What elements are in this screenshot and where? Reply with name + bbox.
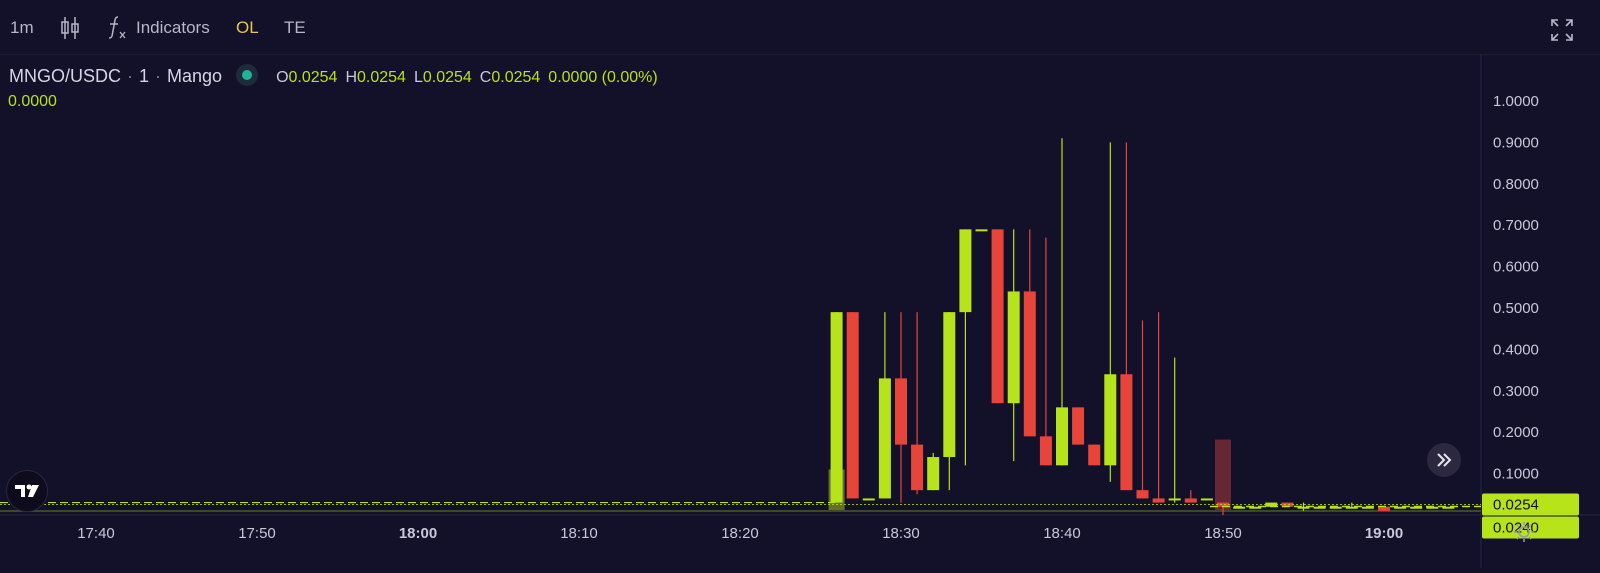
price-tick-7: 0.3000 — [1493, 383, 1539, 400]
candle-body-24 — [1217, 502, 1229, 507]
te-button[interactable]: TE — [284, 18, 306, 37]
time-tick-2: 18:00 — [399, 525, 437, 542]
time-tick-6: 18:40 — [1043, 525, 1081, 542]
candle-body-4 — [895, 378, 907, 445]
time-tick-8: 19:00 — [1365, 525, 1403, 542]
top-toolbar: 1m Indicators OL TE — [0, 0, 1600, 55]
close-key: C — [479, 69, 492, 86]
candle-body-16 — [1088, 444, 1101, 466]
price-tick-3: 0.7000 — [1493, 217, 1539, 234]
candle-body-33 — [1361, 506, 1374, 509]
time-tick-5: 18:30 — [882, 525, 920, 542]
candle-body-23 — [1200, 498, 1213, 501]
fullscreen-icon[interactable] — [1550, 18, 1574, 42]
legend-interval: 1 — [139, 66, 150, 86]
double-chevron-right-icon — [1437, 453, 1452, 467]
open-value: 0.0254 — [288, 69, 338, 86]
candle-body-17 — [1104, 374, 1117, 466]
price-tick-0: 1.0000 — [1493, 93, 1539, 110]
candlestick-icon[interactable] — [60, 16, 80, 45]
price-tick-2: 0.8000 — [1493, 176, 1539, 193]
candle-body-30 — [1313, 506, 1326, 509]
candle-body-15 — [1072, 407, 1085, 445]
candle-body-6 — [927, 457, 940, 491]
candle-body-7 — [943, 312, 956, 458]
interval-button[interactable]: 1m — [10, 18, 34, 37]
candle-body-5 — [911, 444, 924, 491]
candle-body-12 — [1023, 291, 1036, 437]
volume-value: 0.0000 — [8, 93, 57, 110]
last-price-badge — [1482, 493, 1579, 516]
time-tick-7: 18:50 — [1204, 525, 1242, 542]
candle-body-18 — [1120, 374, 1133, 491]
candle-body-20 — [1152, 498, 1165, 503]
time-tick-3: 18:10 — [560, 525, 598, 542]
candle-body-3 — [878, 378, 891, 499]
settings-icon[interactable] — [1512, 520, 1536, 544]
candle-body-9 — [975, 229, 988, 232]
candle-body-19 — [1136, 490, 1149, 499]
volume-bar-1 — [1215, 439, 1231, 512]
candle-body-32 — [1345, 506, 1358, 509]
price-tick-8: 0.2000 — [1493, 424, 1539, 441]
candle-body-1 — [846, 312, 859, 499]
market-status-icon — [236, 64, 259, 86]
chart-area[interactable]: 1.0000 0.9000 0.8000 0.7000 0.6000 0.5000 0.40… — [0, 54, 1600, 568]
candle-body-22 — [1184, 498, 1197, 503]
time-tick-0: 17:40 — [77, 525, 115, 542]
tradingview-logo-icon[interactable] — [6, 470, 48, 512]
time-tick-1: 17:50 — [238, 525, 276, 542]
second-price-badge — [1482, 516, 1579, 539]
candle-body-37 — [1426, 506, 1439, 509]
price-tick-1: 0.9000 — [1493, 134, 1539, 151]
time-tick-4: 18:20 — [721, 525, 759, 542]
change-value: 0.0000 (0.00%) — [548, 69, 658, 86]
candle-body-2 — [862, 498, 875, 501]
indicators-button[interactable]: Indicators — [136, 18, 210, 37]
second-price-label: 0.0240 — [1493, 519, 1539, 536]
candle-body-36 — [1410, 506, 1423, 509]
candle-body-34 — [1378, 506, 1390, 511]
candle-body-8 — [959, 229, 972, 313]
candle-body-27 — [1265, 502, 1278, 507]
low-key: L — [413, 69, 423, 86]
symbol-legend: MNGO/USDC · 1 · Mango O0.0254 H0.0254 L0.0254 C0… — [9, 64, 658, 86]
candle-body-26 — [1249, 506, 1262, 509]
price-tick-6: 0.4000 — [1493, 341, 1539, 358]
last-price-label: 0.0254 — [1493, 496, 1539, 513]
price-tick-5: 0.5000 — [1493, 300, 1539, 317]
candle-body-14 — [1056, 407, 1068, 466]
symbol-name[interactable]: MNGO/USDC — [9, 66, 121, 86]
high-value: 0.0254 — [357, 69, 406, 86]
candlestick-chart[interactable]: 1.0000 0.9000 0.8000 0.7000 0.6000 0.5000 0.40… — [0, 54, 1600, 568]
price-tick-4: 0.6000 — [1493, 259, 1539, 276]
candle-body-31 — [1329, 506, 1342, 509]
candle-body-0 — [830, 312, 843, 503]
exchange-name: Mango — [167, 66, 223, 86]
candle-body-35 — [1394, 506, 1407, 509]
high-key: H — [345, 69, 358, 86]
candle-body-29 — [1297, 506, 1310, 509]
price-tick-9: 0.1000 — [1493, 466, 1539, 483]
open-key: O — [276, 69, 289, 86]
candle-body-10 — [991, 229, 1004, 404]
candle-body-21 — [1168, 498, 1181, 501]
ol-button[interactable]: OL — [236, 18, 259, 37]
candle-body-13 — [1039, 436, 1052, 466]
close-value: 0.0254 — [491, 69, 541, 86]
scroll-to-realtime-button[interactable] — [1427, 443, 1461, 477]
low-value: 0.0254 — [422, 69, 472, 86]
candle-body-11 — [1007, 291, 1020, 404]
candle-body-28 — [1281, 502, 1294, 507]
function-icon[interactable] — [106, 14, 128, 45]
candle-body-38 — [1442, 506, 1455, 509]
candle-body-25 — [1233, 506, 1246, 509]
